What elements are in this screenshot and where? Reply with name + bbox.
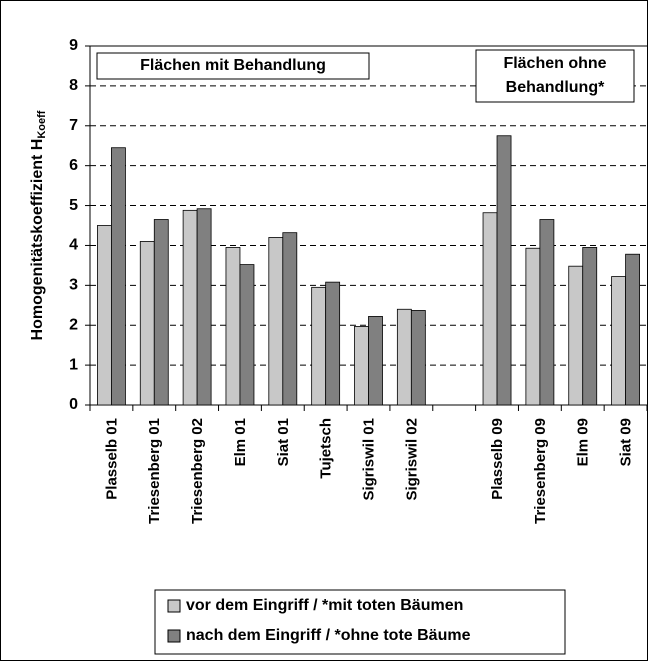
bar	[568, 265, 584, 406]
bar	[111, 147, 126, 406]
x-tick-label: Triesenberg 02	[189, 418, 206, 524]
bar	[396, 308, 412, 406]
bar	[410, 310, 426, 406]
annotation-box	[475, 49, 635, 103]
x-tick-label: Triesenberg 01	[146, 418, 163, 524]
y-tick-label: 6	[69, 157, 78, 174]
bar	[153, 219, 169, 406]
bar	[611, 276, 626, 406]
y-tick-label: 5	[69, 197, 78, 214]
x-tick-label: Plasselb 01	[103, 418, 120, 500]
annotation: Behandlung*	[506, 79, 605, 96]
bar	[482, 212, 498, 406]
y-tick-label: 4	[69, 237, 78, 254]
y-axis-label-main: Homogenitätskoeffizient H	[29, 139, 46, 341]
bar	[539, 219, 555, 406]
annotation-box	[96, 52, 370, 80]
x-tick-label: Sigriswil 01	[360, 418, 377, 501]
legend-swatch	[167, 629, 181, 643]
x-tick-label: Triesenberg 09	[532, 418, 549, 524]
y-axis-label-sub: Koeff	[36, 110, 48, 138]
x-tick-label: Elm 09	[575, 418, 592, 466]
annotation: Flächen mit Behandlung	[140, 57, 326, 74]
legend	[154, 589, 566, 655]
bar	[525, 247, 541, 406]
bar	[354, 326, 369, 406]
y-tick-label: 9	[69, 37, 78, 54]
y-tick-label: 3	[69, 277, 78, 294]
bar	[139, 241, 155, 406]
y-axis-label: Homogenitätskoeffizient HKoeff	[29, 110, 48, 340]
x-tick-label: Sigriswil 02	[403, 418, 420, 501]
x-tick-label: Siat 09	[618, 418, 635, 466]
bar	[282, 232, 298, 406]
bar	[325, 281, 341, 406]
y-tick-label: 0	[69, 396, 78, 413]
y-tick-label: 8	[69, 77, 78, 94]
x-tick-label: Plasselb 09	[489, 418, 506, 500]
legend-swatch	[167, 599, 181, 613]
bar	[268, 237, 284, 406]
bar	[182, 209, 198, 406]
bar	[225, 247, 241, 406]
y-tick-label: 1	[69, 356, 78, 373]
x-tick-label: Siat 01	[275, 418, 292, 466]
bar	[239, 264, 255, 406]
bar	[582, 247, 598, 406]
y-tick-label: 2	[69, 316, 78, 333]
annotation: Flächen ohne	[503, 55, 606, 72]
bar	[311, 286, 327, 406]
x-tick-label: Elm 01	[232, 418, 249, 466]
legend-label: nach dem Eingriff / *ohne tote Bäume	[186, 627, 471, 644]
x-tick-label: Tujetsch	[318, 418, 335, 479]
legend-label: vor dem Eingriff / *mit toten Bäumen	[186, 597, 463, 614]
bar	[97, 225, 112, 406]
bar	[196, 208, 212, 406]
bar	[496, 135, 512, 406]
bar	[368, 316, 383, 406]
y-tick-label: 7	[69, 117, 78, 134]
bar	[625, 253, 640, 406]
